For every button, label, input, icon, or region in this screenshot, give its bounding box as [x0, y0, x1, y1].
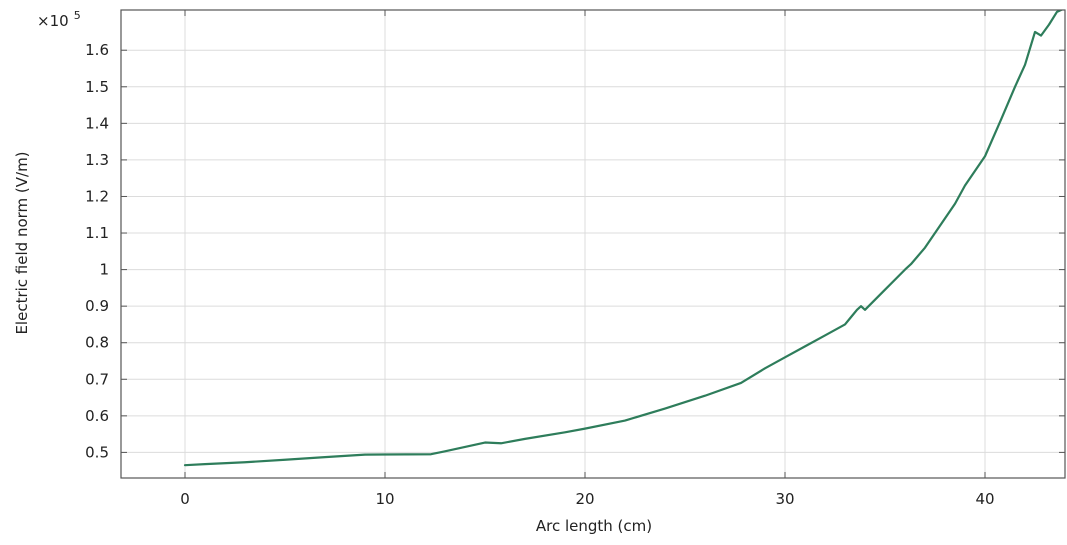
y-tick-label: 0.6 — [85, 407, 109, 425]
x-tick-label: 30 — [775, 490, 794, 508]
y-tick-labels: 0.5 0.6 0.7 0.8 0.9 1 1.1 1.2 1.3 1.4 1.5 1.6 — [85, 41, 109, 461]
series-line — [183, 10, 1064, 467]
y-tick-label: 0.7 — [85, 370, 109, 388]
y-tick-label: 1.3 — [85, 151, 109, 169]
x-axis-title: Arc length (cm) — [536, 517, 652, 535]
x-tick-label: 0 — [180, 490, 190, 508]
grid — [121, 10, 1065, 478]
y-axis-title: Electric field norm (V/m) — [13, 151, 31, 334]
y-scale-exponent: 5 — [74, 9, 81, 22]
y-tick-label: 1 — [99, 261, 109, 279]
y-scale-multiplier: ×10 5 — [37, 9, 81, 30]
y-tick-label: 1.4 — [85, 114, 109, 132]
plot-frame — [120, 9, 1066, 479]
x-tick-label: 10 — [375, 490, 394, 508]
y-tick-label: 0.9 — [85, 297, 109, 315]
series-layer — [183, 10, 1064, 467]
y-tick-label: 1.5 — [85, 78, 109, 96]
tick-marks — [121, 10, 1065, 478]
y-tick-label: 1.1 — [85, 224, 109, 242]
y-scale-base: ×10 — [37, 12, 69, 30]
y-tick-label: 1.6 — [85, 41, 109, 59]
x-tick-label: 20 — [575, 490, 594, 508]
x-tick-label: 40 — [975, 490, 994, 508]
y-tick-label: 0.5 — [85, 443, 109, 461]
y-tick-label: 0.8 — [85, 334, 109, 352]
x-tick-labels: 0 10 20 30 40 — [180, 490, 994, 508]
y-tick-label: 1.2 — [85, 187, 109, 205]
